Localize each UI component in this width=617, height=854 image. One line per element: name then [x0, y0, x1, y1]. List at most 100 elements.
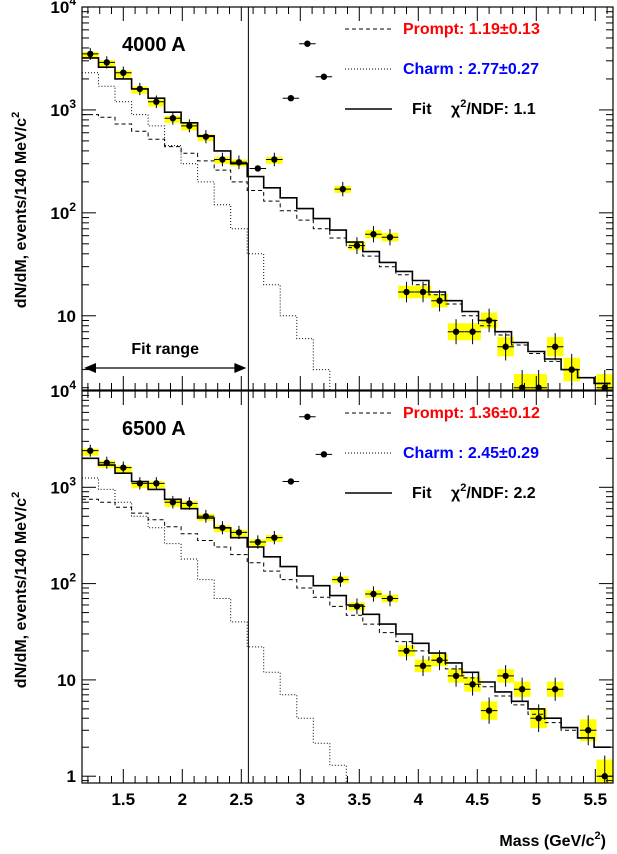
- data-point: [518, 686, 526, 693]
- chi2-value: /NDF: 2.2: [466, 485, 535, 502]
- data-point: [339, 185, 346, 193]
- data-point: [419, 288, 427, 296]
- fit-histogram: [82, 57, 611, 385]
- y-tick-label-base: 10: [50, 575, 69, 594]
- legend-label-prompt: Prompt: 1.36±0.12: [403, 405, 540, 422]
- y-tick-label-base: 10: [57, 307, 76, 326]
- plot-area: [82, 40, 613, 390]
- x-tick-label: 4: [414, 790, 424, 809]
- data-point: [370, 590, 377, 598]
- data-point: [469, 681, 476, 688]
- data-point: [271, 156, 278, 163]
- data-point: [219, 156, 226, 163]
- data-point: [403, 288, 410, 296]
- data-point: [353, 242, 361, 249]
- y-tick-label-exponent: 4: [69, 0, 76, 8]
- data-point: [120, 69, 127, 76]
- chi2-symbol: χ: [451, 101, 461, 118]
- x-tick-label: 1.5: [111, 790, 135, 809]
- legend-label-chi2: χ2/NDF: 2.2: [451, 482, 536, 502]
- y-tick-label-exponent: 2: [69, 200, 76, 214]
- data-point: [585, 727, 592, 734]
- x-tick-label: 5.5: [583, 790, 607, 809]
- fit-range-label: Fit range: [131, 341, 199, 358]
- y-tick-label: 10: [57, 307, 76, 326]
- data-point: [518, 384, 526, 390]
- y-tick-label: 10: [57, 671, 76, 690]
- data-point: [120, 464, 127, 471]
- data-point: [601, 384, 608, 390]
- y-tick-label-base: 10: [50, 101, 69, 120]
- legend-label-prompt: Prompt: 1.19±0.13: [403, 21, 540, 38]
- fit-range-arrowhead-left: [84, 363, 96, 373]
- data-point: [452, 328, 460, 335]
- y-axis-title-bottom: dN/dM, events/140 MeV/c2: [10, 492, 30, 688]
- chi2-value: /NDF: 1.1: [466, 101, 535, 118]
- charm-histogram: [82, 72, 331, 390]
- data-point: [452, 672, 460, 680]
- y-axis-title-top: dN/dM, events/140 MeV/c2: [10, 112, 30, 308]
- panel-title: 4000 A: [122, 34, 186, 56]
- data-point: [535, 384, 542, 390]
- y-tick-label-base: 10: [50, 204, 69, 223]
- data-point: [320, 451, 328, 458]
- data-point: [186, 122, 193, 130]
- y-tick-label-exponent: 4: [69, 378, 76, 392]
- y-tick-label: 102: [50, 200, 76, 223]
- data-point: [87, 50, 94, 58]
- y-tick-label-exponent: 3: [69, 474, 76, 488]
- x-tick-label: 2.5: [229, 790, 253, 809]
- panel-title: 6500 A: [122, 418, 186, 440]
- data-point: [136, 480, 144, 487]
- data-point: [254, 538, 262, 546]
- data-point: [337, 576, 344, 583]
- chi2-symbol: χ: [451, 485, 461, 502]
- y-tick-label-exponent: 2: [69, 571, 76, 585]
- data-point: [219, 524, 226, 531]
- y-tick-label-base: 10: [50, 382, 69, 401]
- x-tick-label: 4.5: [465, 790, 489, 809]
- data-point: [153, 98, 160, 105]
- legend-label-charm: Charm : 2.77±0.27: [403, 61, 539, 78]
- data-point: [386, 595, 394, 602]
- data-point: [502, 343, 509, 350]
- data-point: [485, 317, 493, 324]
- data-point: [271, 534, 278, 541]
- data-point: [568, 366, 575, 373]
- legend-label-fit: Fit: [412, 101, 432, 118]
- data-point: [535, 715, 542, 722]
- data-point: [254, 165, 262, 172]
- data-point: [235, 529, 243, 536]
- data-point: [136, 85, 144, 93]
- y-tick-label: 104: [50, 0, 76, 17]
- x-tick-label: 2: [178, 790, 187, 809]
- data-point: [469, 328, 476, 335]
- data-point: [304, 413, 311, 420]
- y-tick-label: 1: [67, 767, 76, 786]
- y-tick-label-base: 10: [50, 478, 69, 497]
- y-tick-label-base: 10: [50, 0, 69, 17]
- data-point: [403, 647, 410, 655]
- y-tick-label: 104: [50, 378, 76, 401]
- data-point: [235, 159, 243, 166]
- chi2-sup: 2: [460, 482, 466, 494]
- fit-range-arrowhead-right: [234, 363, 247, 373]
- legend-label-fit: Fit: [412, 485, 432, 502]
- data-point: [202, 513, 210, 520]
- data-point: [386, 233, 394, 241]
- data-point: [87, 447, 94, 454]
- x-tick-label: 3.5: [347, 790, 371, 809]
- data-point: [436, 297, 443, 304]
- data-point: [202, 133, 210, 140]
- data-point: [551, 686, 559, 693]
- y-tick-label: 102: [50, 571, 76, 594]
- data-point: [103, 59, 110, 66]
- data-point: [485, 707, 493, 714]
- data-point: [186, 500, 193, 507]
- data-point: [370, 231, 377, 238]
- legend-label-chi2: χ2/NDF: 1.1: [451, 98, 536, 118]
- y-tick-label: 103: [50, 474, 76, 497]
- y-tick-label-base: 10: [57, 671, 76, 690]
- data-point: [419, 662, 427, 670]
